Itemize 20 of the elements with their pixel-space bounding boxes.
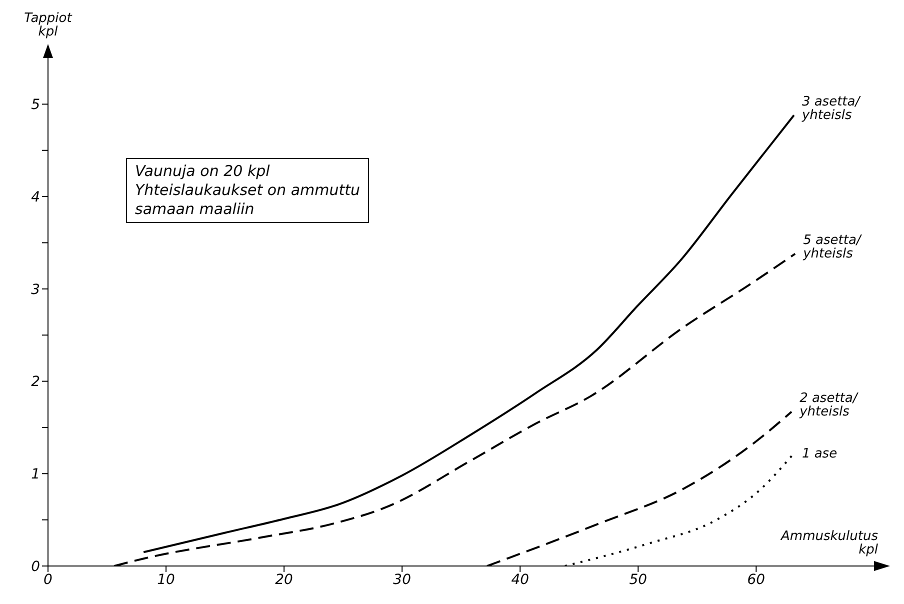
- annotation: Vaunuja on 20 kpl Yhteislaukaukset on ammuttu samaan maaliin: [126, 158, 370, 223]
- x-tick-label: 20: [275, 572, 294, 588]
- x-tick-label: 10: [157, 572, 176, 588]
- y-tick-label: 4: [31, 190, 40, 206]
- x-axis-title: Ammuskulutus kpl: [780, 529, 878, 558]
- x-tick-label: 40: [511, 572, 530, 588]
- y-tick-label: 3: [31, 282, 40, 298]
- y-tick-label: 0: [31, 558, 40, 575]
- x-tick-label: 0: [44, 572, 53, 588]
- y-tick-label: 1: [31, 466, 40, 483]
- series-label: 5 asetta/ yhteisls: [802, 232, 862, 262]
- x-tick-label: 30: [393, 572, 412, 588]
- y-tick-label: 2: [31, 374, 40, 390]
- x-tick-label: 60: [747, 572, 766, 588]
- y-tick-label: 5: [31, 97, 40, 114]
- series-label: 3 asetta/ yhteisls: [800, 94, 862, 123]
- x-tick-label: 50: [629, 572, 648, 588]
- series-label: 2 asetta/ yhteisls: [798, 390, 859, 420]
- series-label: 1 ase: [802, 446, 838, 462]
- y-axis-title: Tappiot kpl: [24, 11, 73, 40]
